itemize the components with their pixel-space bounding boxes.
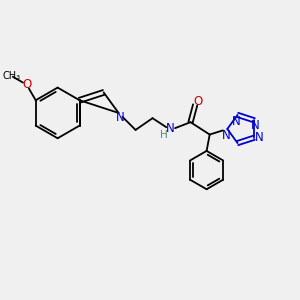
Text: N: N [255, 131, 264, 144]
Text: N: N [251, 119, 260, 132]
Text: N: N [166, 122, 175, 136]
Text: N: N [221, 129, 230, 142]
Text: H: H [160, 130, 167, 140]
Text: N: N [116, 111, 125, 124]
Text: O: O [22, 78, 31, 91]
Text: N: N [232, 115, 240, 128]
Text: O: O [193, 95, 202, 108]
Text: CH₃: CH₃ [3, 71, 21, 81]
